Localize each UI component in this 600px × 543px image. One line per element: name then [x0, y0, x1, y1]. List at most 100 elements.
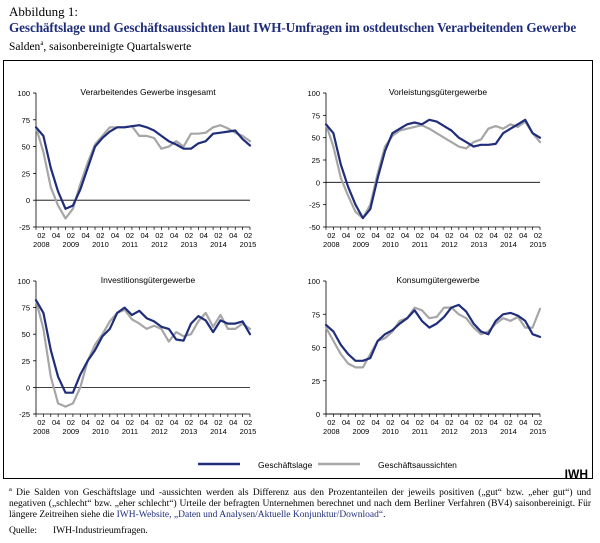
- x-quarter-label: 02: [155, 418, 163, 427]
- x-year-label: 2009: [63, 240, 80, 249]
- x-year-label: 2015: [240, 240, 257, 249]
- y-tick-label: 100: [17, 277, 30, 286]
- y-tick-label: 0: [26, 196, 30, 205]
- footnote: a Die Salden von Geschäftslage und -auss…: [9, 484, 591, 521]
- x-quarter-label: 04: [371, 231, 379, 240]
- x-year-label: 2008: [33, 240, 50, 249]
- x-quarter-label: 02: [244, 231, 252, 240]
- x-year-label: 2008: [323, 240, 340, 249]
- x-quarter-label: 04: [431, 418, 439, 427]
- legend-label-geschaeftsaussichten: Geschäftsaussichten: [378, 460, 457, 470]
- x-year-label: 2009: [353, 240, 370, 249]
- x-quarter-label: 04: [141, 231, 149, 240]
- chart-panel-1: Verarbeitendes Gewerbe insgesamt -25 0 25 50…: [17, 87, 256, 249]
- chart-panel-3: Investitionsgütergewerbe -25 0 25 50 75 100 02 0…: [17, 275, 256, 436]
- x-quarter-label: 02: [445, 418, 453, 427]
- x-quarter-label: 02: [357, 231, 365, 240]
- x-quarter-label: 04: [200, 418, 208, 427]
- series-line-geschaeftslage: [324, 303, 542, 362]
- footnote-text-end: .: [383, 510, 386, 521]
- y-tick-label: 75: [312, 310, 320, 319]
- x-quarter-label: 02: [386, 231, 394, 240]
- figure-label: Abbildung 1:: [9, 4, 78, 19]
- x-year-label: 2008: [33, 427, 50, 436]
- y-tick-label: 75: [22, 304, 30, 313]
- x-quarter-label: 02: [416, 418, 424, 427]
- x-quarter-label: 02: [504, 231, 512, 240]
- x-quarter-label: 02: [214, 231, 222, 240]
- x-year-label: 2009: [63, 427, 80, 436]
- x-quarter-label: 02: [475, 231, 483, 240]
- iwh-brand-label: IWH: [564, 467, 588, 481]
- series-line-geschaeftsaussichten: [324, 306, 542, 369]
- x-quarter-label: 04: [371, 418, 379, 427]
- chart-title: Konsumgütergewerbe: [396, 275, 479, 285]
- x-quarter-label: 02: [96, 231, 104, 240]
- x-quarter-label: 02: [386, 418, 394, 427]
- source-value: IWH-Industrieumfragen.: [53, 526, 148, 536]
- chart-frame: [3, 60, 593, 479]
- x-year-label: 2015: [530, 240, 547, 249]
- chart-panel-2: Vorleistungsgütergewerbe -50 -25 0 25 50 75 100…: [307, 87, 546, 249]
- x-quarter-label: 04: [401, 231, 409, 240]
- x-quarter-label: 04: [81, 418, 89, 427]
- series-line-geschaeftslage: [324, 118, 542, 220]
- x-quarter-label: 02: [534, 231, 542, 240]
- x-quarter-label: 04: [170, 418, 178, 427]
- x-year-label: 2010: [92, 240, 109, 249]
- y-tick-label: -25: [309, 201, 320, 210]
- y-tick-label: 25: [312, 156, 320, 165]
- x-year-label: 2011: [122, 240, 138, 249]
- x-quarter-label: 04: [81, 231, 89, 240]
- y-tick-label: 50: [312, 134, 320, 143]
- x-quarter-label: 02: [327, 231, 335, 240]
- x-quarter-label: 04: [490, 418, 498, 427]
- chart-panel-4: Konsumgütergewerbe 0 25 50 75 100 02 04 02 04 02 04…: [307, 275, 546, 436]
- x-year-label: 2010: [382, 240, 399, 249]
- x-year-label: 2012: [441, 427, 458, 436]
- x-year-label: 2013: [471, 427, 488, 436]
- x-year-label: 2011: [412, 240, 428, 249]
- legend-label-geschaeftslage: Geschäftslage: [258, 460, 313, 470]
- y-tick-label: -25: [19, 410, 30, 419]
- x-quarter-label: 02: [126, 231, 134, 240]
- x-quarter-label: 04: [229, 231, 237, 240]
- y-tick-label: 50: [22, 330, 30, 339]
- y-tick-label: 100: [307, 277, 320, 286]
- x-year-label: 2010: [92, 427, 109, 436]
- chart-title: Vorleistungsgütergewerbe: [389, 87, 488, 97]
- x-quarter-label: 02: [67, 418, 75, 427]
- x-quarter-label: 02: [185, 231, 193, 240]
- x-quarter-label: 04: [519, 418, 527, 427]
- x-year-label: 2011: [412, 427, 428, 436]
- x-quarter-label: 04: [519, 231, 527, 240]
- x-year-label: 2012: [151, 427, 168, 436]
- y-tick-label: 100: [307, 89, 320, 98]
- x-quarter-label: 04: [431, 231, 439, 240]
- subtitle-footnote-marker: a: [40, 39, 44, 47]
- x-quarter-label: 04: [460, 418, 468, 427]
- chart-title: Investitionsgütergewerbe: [101, 275, 196, 285]
- y-tick-label: 0: [26, 383, 30, 392]
- y-tick-label: 75: [312, 111, 320, 120]
- footnote-text: Die Salden von Geschäftslage und -aussic…: [9, 488, 591, 521]
- source-label: Quelle:: [9, 526, 37, 536]
- subtitle-main: Salden: [9, 40, 41, 53]
- x-quarter-label: 02: [126, 418, 134, 427]
- footnote-website-link[interactable]: IWH-Website, „Daten und Analysen/Aktuell…: [116, 510, 384, 521]
- x-year-label: 2014: [210, 427, 227, 436]
- x-year-label: 2013: [181, 240, 198, 249]
- x-quarter-label: 02: [445, 231, 453, 240]
- x-year-label: 2010: [382, 427, 399, 436]
- x-quarter-label: 04: [229, 418, 237, 427]
- x-quarter-label: 04: [200, 231, 208, 240]
- series-line-geschaeftsaussichten: [324, 120, 542, 220]
- x-year-label: 2014: [210, 240, 227, 249]
- source-line: Quelle: IWH-Industrieumfragen.: [9, 526, 148, 536]
- y-tick-label: 50: [312, 344, 320, 353]
- x-quarter-label: 02: [357, 418, 365, 427]
- x-quarter-label: 02: [214, 418, 222, 427]
- x-year-label: 2012: [151, 240, 168, 249]
- x-quarter-label: 04: [342, 418, 350, 427]
- y-tick-label: 25: [312, 377, 320, 386]
